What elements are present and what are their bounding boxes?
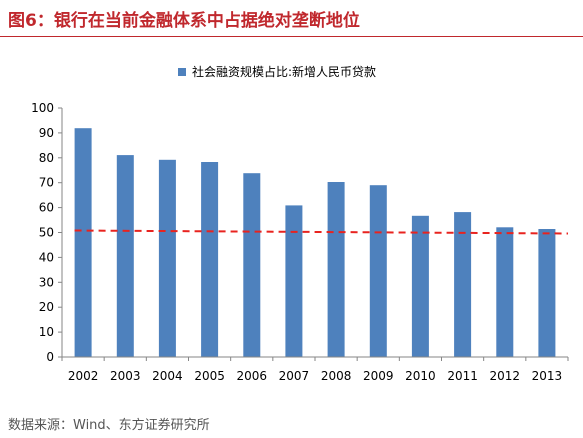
- bar-2010: [411, 215, 429, 357]
- bar-2006: [243, 173, 261, 357]
- legend-label: 社会融资规模占比:新增人民币贷款: [192, 65, 377, 79]
- x-tick-label-2008: 2008: [321, 369, 352, 383]
- bar-2009: [369, 185, 387, 357]
- y-tick-label-60: 60: [39, 201, 54, 215]
- bar-2013: [538, 229, 556, 357]
- x-tick-label-2011: 2011: [447, 369, 478, 383]
- trendline: [74, 229, 569, 235]
- legend-swatch: [178, 67, 186, 76]
- bar-2008: [327, 182, 345, 357]
- x-tick-label-2002: 2002: [68, 369, 99, 383]
- x-tick-label-2003: 2003: [110, 369, 141, 383]
- y-tick-label-40: 40: [39, 250, 54, 264]
- y-tick-label-90: 90: [39, 126, 54, 140]
- x-tick-label-2010: 2010: [405, 369, 436, 383]
- figure-title: 图6：银行在当前金融体系中占据绝对垄断地位: [8, 11, 360, 31]
- bar-2005: [201, 162, 219, 357]
- x-tick-label-2005: 2005: [194, 369, 225, 383]
- trendline-group: [74, 229, 569, 235]
- bar-2002: [74, 128, 92, 357]
- y-tick-label-70: 70: [39, 176, 54, 190]
- bar-2004: [158, 159, 176, 357]
- y-tick-label-20: 20: [39, 300, 54, 314]
- y-tick-label-80: 80: [39, 151, 54, 165]
- y-tick-label-0: 0: [46, 350, 54, 364]
- bar-2012: [496, 227, 514, 357]
- y-tick-label-100: 100: [31, 101, 54, 115]
- y-tick-label-30: 30: [39, 275, 54, 289]
- y-tick-label-10: 10: [39, 325, 54, 339]
- x-tick-label-2009: 2009: [363, 369, 394, 383]
- y-tick-label-50: 50: [39, 226, 54, 240]
- x-tick-label-2012: 2012: [490, 369, 521, 383]
- bar-2007: [285, 205, 303, 357]
- title-rule: [0, 36, 583, 37]
- x-ticks-group: 2002 2003 2004 2005 2006 2007 2008 2009 2010 2011…: [61, 357, 569, 383]
- bars-group: [74, 128, 556, 357]
- y-ticks-group: 0 10 20 30 40 50 60 70 80 90 100: [31, 101, 62, 364]
- legend: 社会融资规模占比:新增人民币贷款: [178, 63, 376, 80]
- x-tick-label-2006: 2006: [237, 369, 268, 383]
- bar-2003: [116, 155, 134, 357]
- x-tick-label-2004: 2004: [152, 369, 183, 383]
- bar-2011: [454, 212, 472, 357]
- x-tick-label-2013: 2013: [532, 369, 563, 383]
- source-note: 数据来源：Wind、东方证券研究所: [8, 418, 210, 433]
- x-tick-label-2007: 2007: [279, 369, 310, 383]
